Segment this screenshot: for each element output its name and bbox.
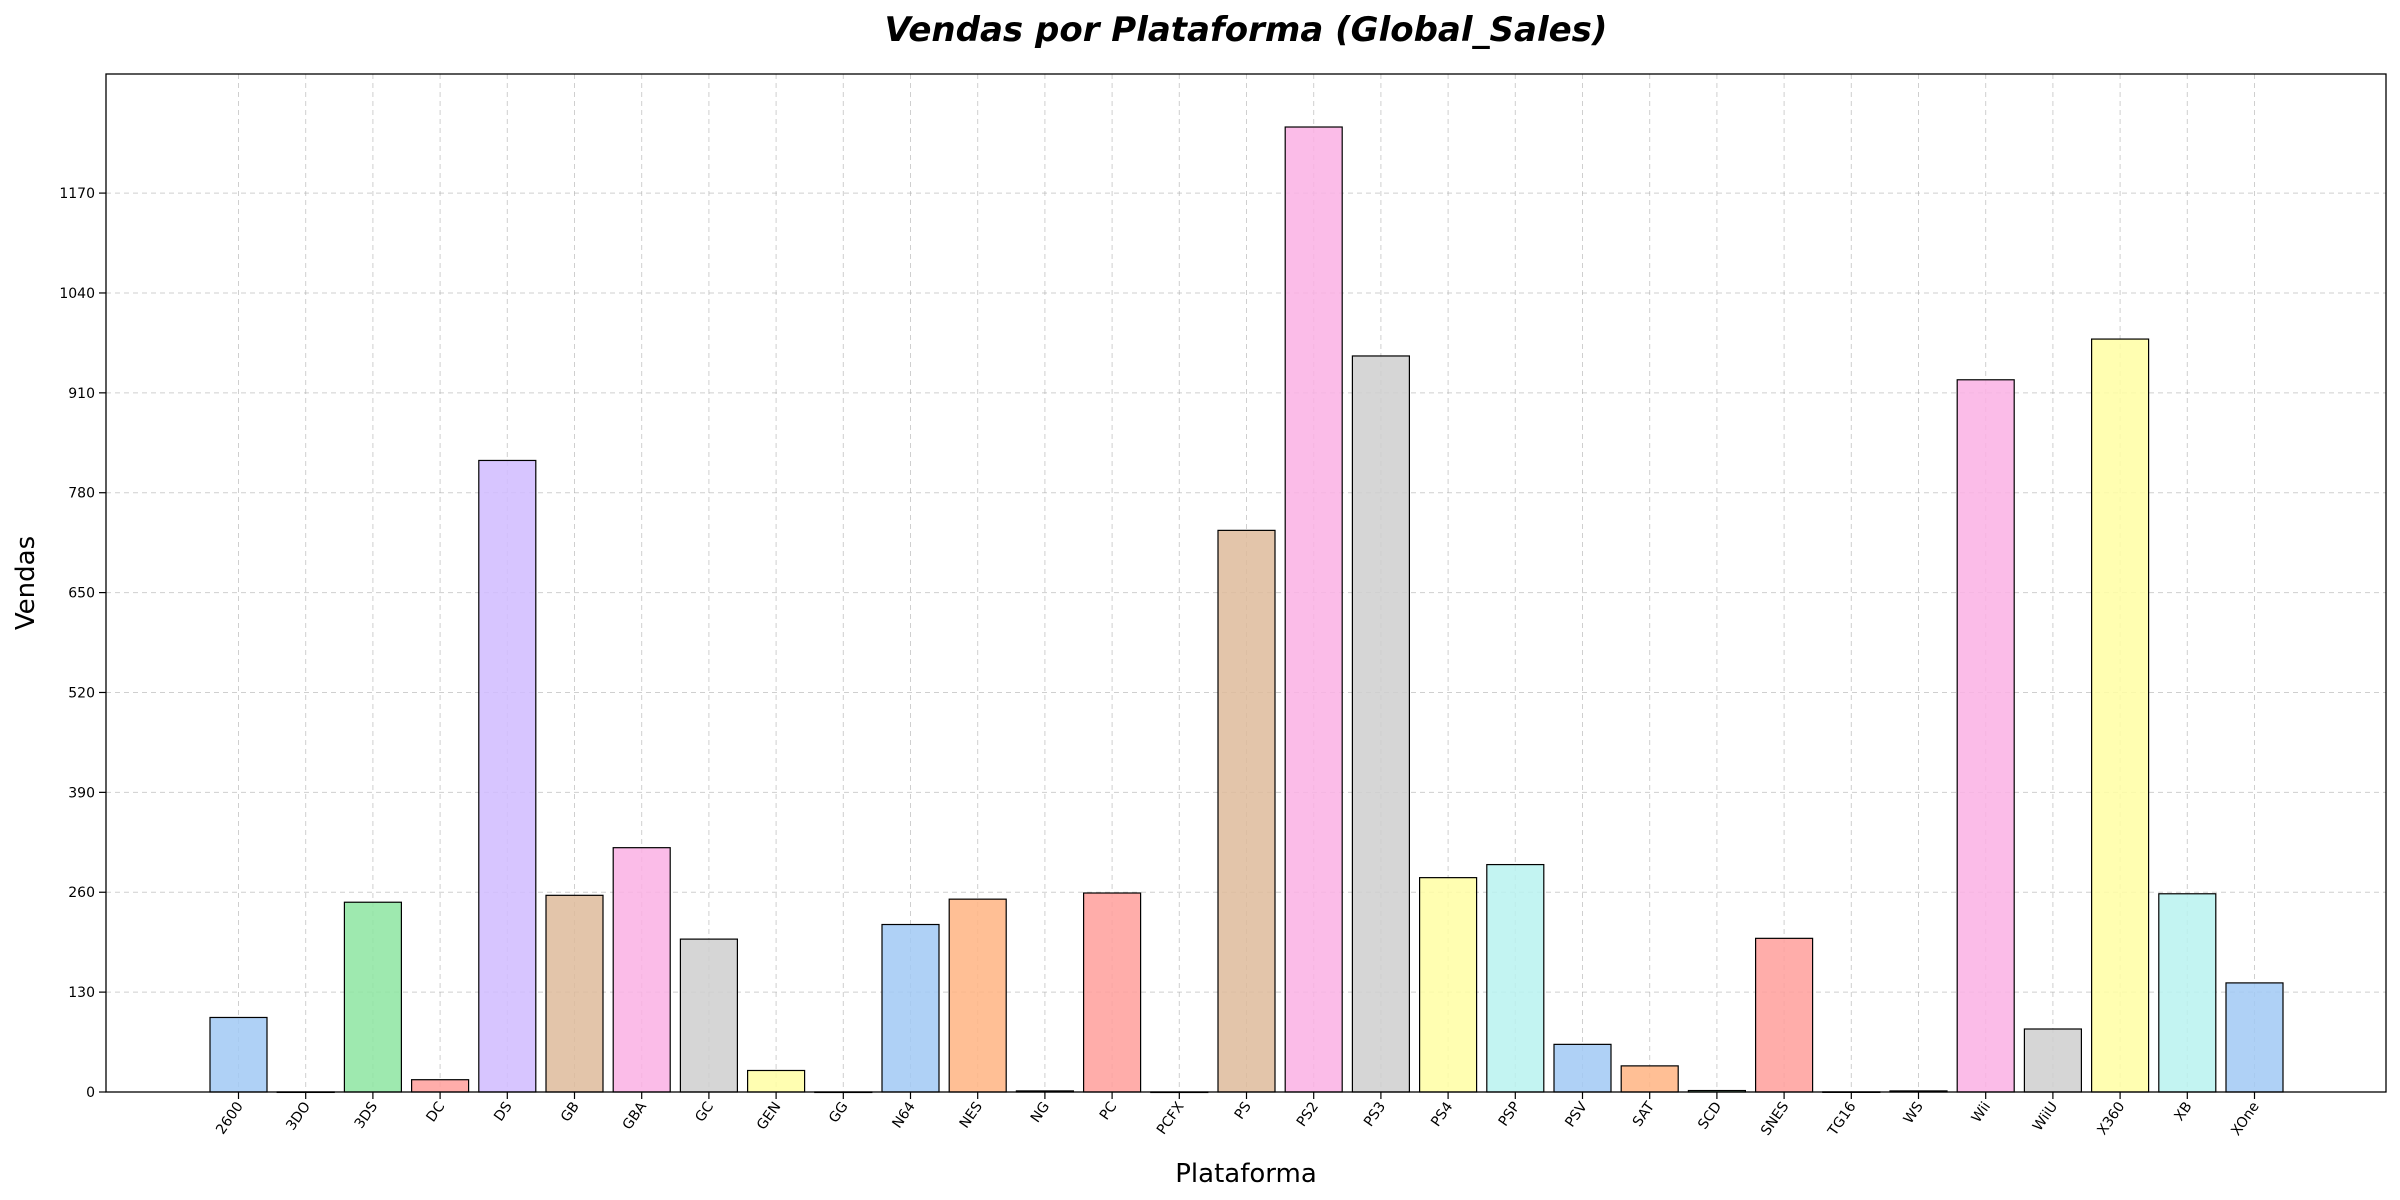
x-axis-label: Plataforma [1175, 1159, 1317, 1189]
x-tick-label: PSV [1562, 1099, 1591, 1131]
bar-xone [2225, 982, 2284, 1093]
x-tick-label: XB [2171, 1099, 2195, 1124]
x-tick-label: PS [1232, 1099, 1255, 1122]
x-tick-label: SAT [1630, 1099, 1658, 1130]
x-tick-label: DS [491, 1099, 515, 1124]
x-tick-label: PS3 [1361, 1099, 1389, 1130]
x-tick-label: DC [423, 1099, 448, 1125]
bar-x360 [2091, 338, 2150, 1093]
x-tick-label: Wii [1969, 1099, 1994, 1126]
bar-2600 [209, 1016, 268, 1093]
y-tick-label: 520 [68, 685, 95, 701]
x-tick-label: NES [957, 1099, 986, 1131]
x-tick-label: GBA [620, 1099, 651, 1133]
x-tick-label: XOne [2228, 1099, 2262, 1139]
bar-wii [1956, 379, 2015, 1093]
x-tick-label: N64 [889, 1099, 918, 1131]
bar-ps2 [1284, 126, 1343, 1093]
x-tick-label: SCD [1695, 1099, 1725, 1132]
x-tick-label: 2600 [213, 1099, 247, 1137]
bar-psv [1553, 1043, 1612, 1093]
x-tick-label: PC [1097, 1099, 1121, 1123]
bar-ps [1217, 529, 1276, 1093]
x-tick-label: GC [692, 1099, 717, 1125]
x-tick-label: TG16 [1825, 1099, 1860, 1140]
bar-ps3 [1351, 355, 1411, 1093]
y-tick-label: 1170 [59, 186, 95, 202]
y-tick-label: 650 [68, 586, 95, 602]
bar-sat [1620, 1065, 1679, 1093]
y-tick-label: 0 [86, 1085, 95, 1101]
x-tick-label: PS2 [1294, 1099, 1322, 1130]
bar-dc [411, 1079, 470, 1093]
bar-pc [1082, 892, 1142, 1093]
y-tick-label: 390 [68, 785, 95, 801]
bar-snes [1754, 937, 1814, 1093]
y-axis: 0 130 260 390 520 650 780 910 1040 1170 [59, 186, 106, 1101]
bar-nes [948, 898, 1007, 1093]
x-tick-label: 3DO [283, 1099, 314, 1133]
x-tick-label: PSP [1496, 1099, 1524, 1129]
bar-ds [478, 459, 537, 1093]
x-axis: 2600 3DO 3DS DC DS GB GBA GC GEN GG N64 NES NG PC PCFX… [213, 1092, 2263, 1140]
bar-gb [545, 894, 604, 1093]
bar-3ds [343, 901, 402, 1093]
x-tick-label: SNES [1758, 1099, 1792, 1139]
x-tick-label: GG [826, 1099, 852, 1126]
bar-wiiu [2023, 1028, 2083, 1093]
y-tick-label: 910 [68, 386, 95, 402]
x-tick-label: GEN [754, 1099, 784, 1133]
bars [209, 126, 2284, 1094]
y-tick-label: 130 [68, 985, 95, 1001]
bar-xb [2158, 893, 2217, 1093]
bar-n64 [881, 923, 940, 1093]
bar-gc [679, 938, 739, 1093]
y-axis-label: Vendas [11, 536, 41, 630]
x-tick-label: 3DS [352, 1099, 382, 1132]
bar-gba [612, 847, 671, 1093]
bar-gen [746, 1069, 806, 1093]
x-tick-label: WS [1901, 1099, 1927, 1127]
x-tick-label: PS4 [1428, 1099, 1456, 1130]
chart-title: Vendas por Plataforma (Global_Sales) [885, 10, 1608, 50]
x-tick-label: PCFX [1154, 1099, 1188, 1138]
y-tick-label: 260 [68, 885, 95, 901]
y-tick-label: 780 [68, 486, 95, 502]
bar-ps4 [1418, 877, 1478, 1093]
x-tick-label: WiiU [2030, 1099, 2061, 1134]
y-tick-label: 1040 [59, 286, 95, 302]
x-tick-label: X360 [2094, 1099, 2128, 1138]
x-tick-label: GB [558, 1099, 583, 1125]
bar-psp [1486, 863, 1545, 1093]
x-tick-label: NG [1028, 1099, 1053, 1126]
